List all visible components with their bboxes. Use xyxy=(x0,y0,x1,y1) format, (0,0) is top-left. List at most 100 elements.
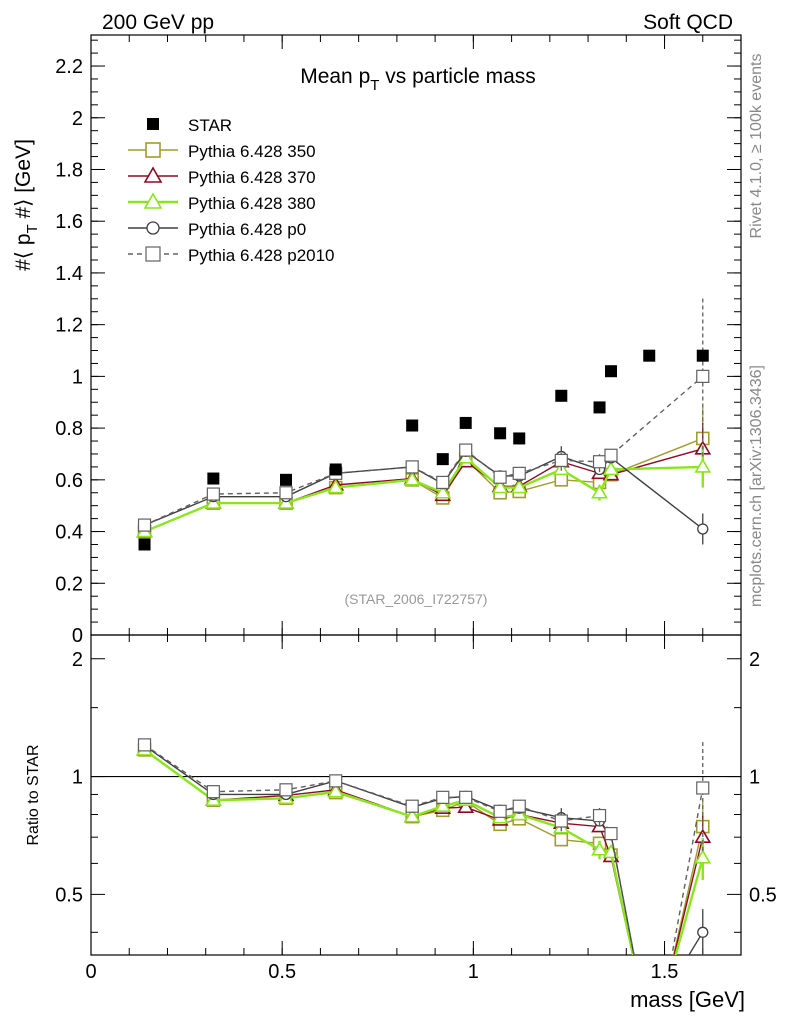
y-axis-label: #⟨ pT #⟩ [GeV] xyxy=(12,139,41,271)
y-tick-label: 1.8 xyxy=(55,159,83,181)
legend-marker-p350 xyxy=(145,142,161,158)
ratio-y-tick-label-right: 1 xyxy=(749,767,760,789)
p380-ratio-point xyxy=(327,783,345,798)
star-point xyxy=(696,349,709,362)
legend-marker-p380 xyxy=(143,192,163,209)
x-axis-label: mass [GeV] xyxy=(630,987,745,1012)
p0-point xyxy=(697,523,709,535)
star-point xyxy=(555,389,568,402)
x-tick-label: 0.5 xyxy=(268,961,296,983)
p370-line xyxy=(144,448,703,533)
star-point xyxy=(494,427,507,440)
p380-ratio-point xyxy=(434,797,452,813)
p2010-ratio-point xyxy=(493,804,507,818)
p380-point xyxy=(491,478,509,494)
p380-ratio-line xyxy=(674,857,704,955)
legend-label-star: STAR xyxy=(188,116,232,135)
legend-label-p0: Pythia 6.428 p0 xyxy=(188,220,306,239)
y-tick-label: 0 xyxy=(72,625,83,647)
p370-ratio-point xyxy=(457,798,475,814)
legend-marker-star xyxy=(147,118,159,130)
ratio-y-tick-label-right: 2 xyxy=(749,649,760,671)
y-tick-label: 0.6 xyxy=(55,470,83,492)
mcplots-label: mcplots.cern.ch [arXiv:1306.3436] xyxy=(748,365,765,607)
legend-marker-p2010 xyxy=(145,246,161,262)
y-tick-label: 1.6 xyxy=(55,211,83,233)
star-point xyxy=(280,473,292,486)
p2010-point xyxy=(493,470,507,484)
p2010-point xyxy=(592,455,607,469)
star-point xyxy=(643,349,656,362)
legend-label-p380: Pythia 6.428 380 xyxy=(188,194,316,213)
p380-ratio-point xyxy=(403,808,421,823)
p2010-point xyxy=(206,487,220,501)
p380-line xyxy=(144,456,703,533)
p2010-ratio-point xyxy=(137,738,152,752)
x-tick-label: 0 xyxy=(85,961,96,983)
legend-label-p2010: Pythia 6.428 p2010 xyxy=(188,246,335,265)
p2010-ratio-point xyxy=(696,781,710,795)
p0-ratio-line xyxy=(144,745,635,955)
star-point xyxy=(593,401,606,414)
p2010-ratio-point xyxy=(279,783,293,797)
y-tick-label: 1.2 xyxy=(55,315,83,337)
p2010-point xyxy=(459,443,473,457)
y-tick-label: 2 xyxy=(72,108,83,130)
ratio-axis-label: Ratio to STAR xyxy=(25,744,42,845)
p380-point xyxy=(327,478,345,494)
p380-point xyxy=(602,460,620,476)
p380-point xyxy=(591,484,608,499)
legend: STAR Pythia 6.428 350 Pythia 6.428 370 Pyth… xyxy=(128,116,335,265)
y-tick-label: 1.4 xyxy=(55,263,83,285)
p2010-point xyxy=(279,486,293,500)
p380-ratio-point xyxy=(591,841,608,856)
p2010-ratio-point xyxy=(405,799,419,813)
p2010-point xyxy=(512,466,526,480)
rivet-label: Rivet 4.1.0, ≥ 100k events xyxy=(748,54,765,239)
star-point xyxy=(605,365,617,378)
p0-line xyxy=(144,450,704,530)
p2010-ratio-line xyxy=(671,787,704,955)
ratio-y-tick-label: 1 xyxy=(72,767,83,789)
p2010-ratio-line xyxy=(144,744,635,955)
p380-point xyxy=(510,478,528,494)
star-point xyxy=(406,419,419,432)
star-point xyxy=(329,463,342,476)
ratio-y-tick-label: 2 xyxy=(72,649,83,671)
ratio-y-tick-label: 0.5 xyxy=(55,884,83,906)
star-point xyxy=(138,538,151,551)
p2010-ratio-point xyxy=(512,799,526,813)
star-point xyxy=(513,432,526,445)
p380-ratio-point xyxy=(694,849,712,864)
p2010-ratio-point xyxy=(206,785,220,799)
y-tick-label: 0.4 xyxy=(55,522,83,544)
process-label: Soft QCD xyxy=(643,11,733,34)
p2010-ratio-point xyxy=(604,826,618,841)
y-tick-label: 0.2 xyxy=(55,573,83,595)
p2010-point xyxy=(604,448,618,462)
star-point xyxy=(436,453,449,466)
y-tick-label: 0.8 xyxy=(55,418,83,440)
chart-title: Mean pT vs particle mass xyxy=(300,65,536,94)
p350-ratio-line xyxy=(672,826,704,955)
legend-marker-p0 xyxy=(146,221,160,235)
p2010-ratio-point xyxy=(554,814,568,828)
p350-ratio-point xyxy=(554,832,569,847)
p2010-ratio-point xyxy=(329,774,343,788)
p2010-point xyxy=(436,475,450,490)
p2010-point xyxy=(405,460,419,474)
x-tick-label: 1.5 xyxy=(651,961,679,983)
ratio-plot-frame xyxy=(90,634,742,956)
p380-point xyxy=(403,471,421,486)
p350-point xyxy=(554,473,569,487)
p380-point xyxy=(694,458,712,473)
p380-point xyxy=(434,484,452,499)
watermark: (STAR_2006_I722757) xyxy=(345,591,488,607)
legend-marker-p370 xyxy=(143,166,163,183)
legend-label-p370: Pythia 6.428 370 xyxy=(188,168,316,187)
x-tick-label: 1 xyxy=(468,961,479,983)
p2010-ratio-point xyxy=(459,790,473,804)
p2010-point xyxy=(554,453,568,468)
star-point xyxy=(207,472,220,485)
p2010-ratio-point xyxy=(436,790,450,804)
